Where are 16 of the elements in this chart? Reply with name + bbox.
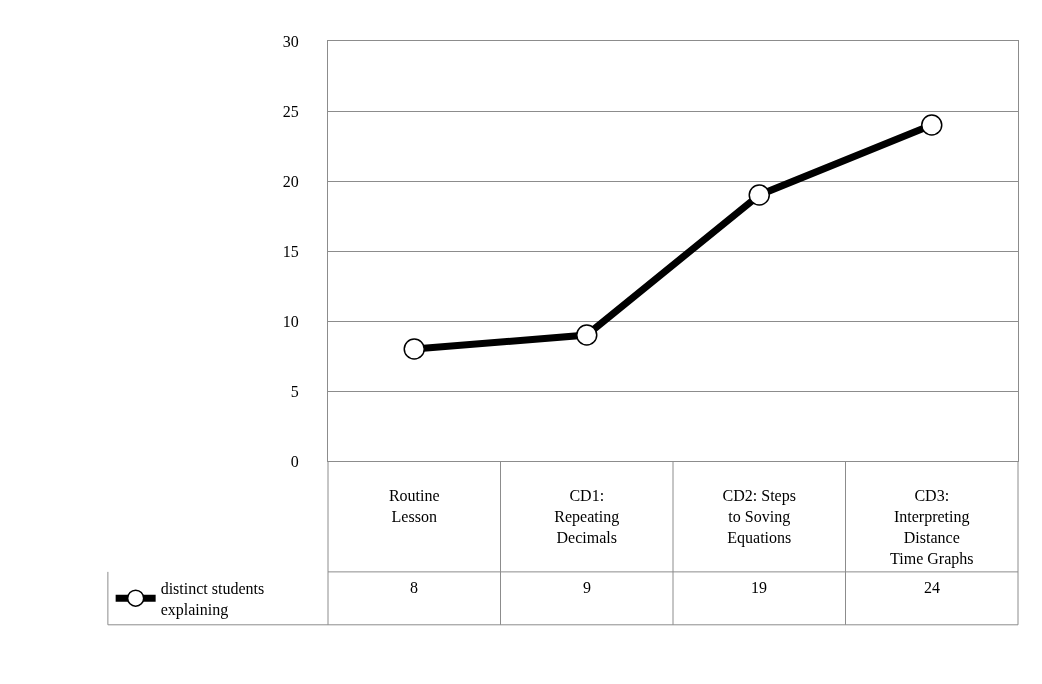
y-tick-label: 15: [282, 242, 299, 260]
legend-label: distinct students explaining: [160, 579, 265, 619]
y-tick-label: 20: [282, 172, 299, 190]
x-tick-label: CD2: Steps to Soving Equations: [722, 487, 796, 547]
data-label: 24: [924, 579, 940, 596]
data-label: 8: [410, 579, 418, 596]
x-tick-label: CD3: Interpreting Distance Time Graphs: [890, 487, 974, 568]
data-label: 19: [751, 579, 767, 596]
y-tick-label: 5: [290, 382, 299, 400]
x-tick-label: CD1: Repeating Decimals: [554, 487, 620, 546]
y-tick-label: 10: [282, 312, 299, 330]
y-tick-label: 30: [282, 32, 299, 50]
y-tick-label: 0: [290, 452, 299, 470]
y-tick-label: 25: [282, 102, 299, 120]
x-tick-label: Routine Lesson: [388, 487, 440, 525]
data-label: 9: [583, 579, 591, 596]
